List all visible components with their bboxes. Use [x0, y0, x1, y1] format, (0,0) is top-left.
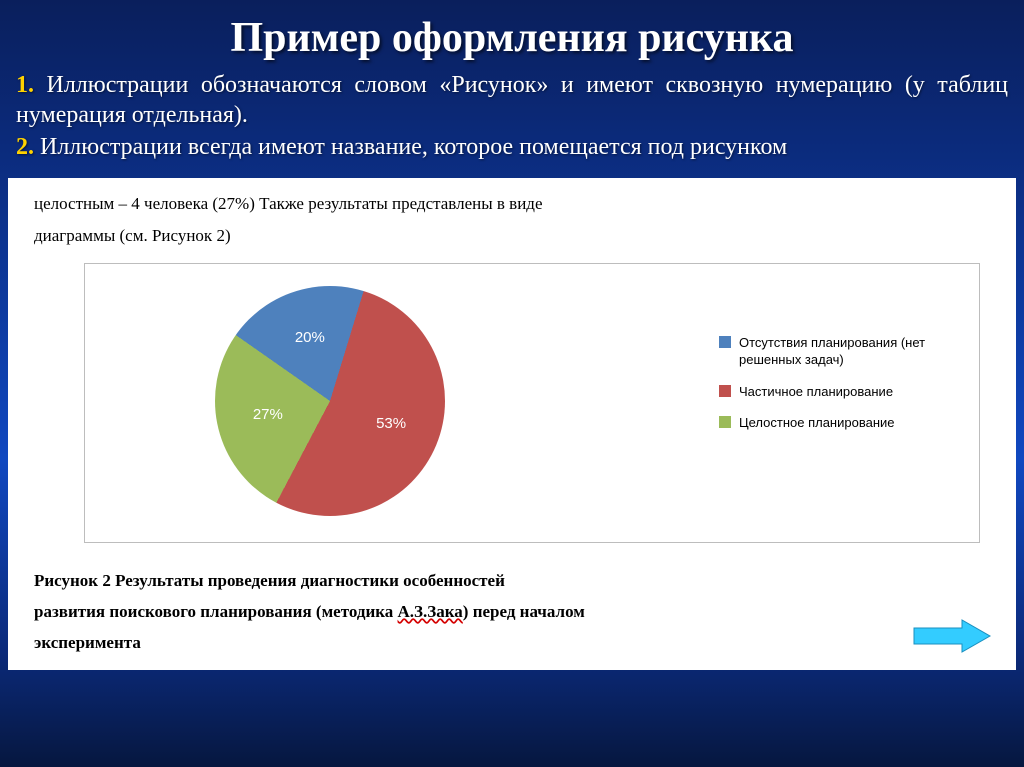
note-2: 2. Иллюстрации всегда имеют название, ко… [16, 132, 1008, 162]
legend-swatch-2 [719, 416, 731, 428]
legend-row-2: Целостное планирование [719, 414, 959, 432]
notes: 1. Иллюстрации обозначаются словом «Рису… [0, 70, 1024, 172]
chart-frame: 20% 53% 27% Отсутствия планирования (нет… [84, 263, 980, 543]
slide-root: Пример оформления рисунка 1. Иллюстрации… [0, 0, 1024, 767]
legend-text-1: Частичное планирование [739, 383, 893, 401]
slice-label-0: 20% [295, 329, 325, 346]
note-2-text: Иллюстрации всегда имеют название, котор… [40, 134, 787, 160]
caption-line-1: Рисунок 2 Результаты проведения диагност… [34, 565, 990, 596]
slide-title: Пример оформления рисунка [0, 0, 1024, 70]
figure-caption: Рисунок 2 Результаты проведения диагност… [34, 565, 990, 659]
document-panel: целостным – 4 человека (27%) Также резул… [8, 178, 1016, 670]
pie-graphic [215, 286, 445, 516]
doc-top-line-1: целостным – 4 человека (27%) Также резул… [34, 188, 990, 220]
caption-2-suffix: ) перед началом [463, 602, 585, 621]
note-1-text: Иллюстрации обозначаются словом «Рисунок… [16, 72, 1008, 128]
doc-top-text: целостным – 4 человека (27%) Также резул… [34, 188, 990, 253]
slice-label-1: 53% [376, 415, 406, 432]
note-1: 1. Иллюстрации обозначаются словом «Рису… [16, 70, 1008, 130]
doc-top-line-2: диаграммы (см. Рисунок 2) [34, 220, 990, 252]
legend-text-2: Целостное планирование [739, 414, 895, 432]
next-arrow-icon[interactable] [912, 618, 992, 654]
caption-2-wavy: А.З.Зака [398, 602, 463, 621]
caption-line-3: эксперимента [34, 627, 990, 658]
pie-chart: 20% 53% 27% [215, 286, 445, 516]
legend-swatch-0 [719, 336, 731, 348]
slice-label-2: 27% [253, 406, 283, 423]
legend-row-0: Отсутствия планирования (нет решенных за… [719, 334, 959, 369]
legend: Отсутствия планирования (нет решенных за… [719, 334, 959, 446]
caption-2-prefix: развития поискового планирования (методи… [34, 602, 398, 621]
legend-text-0: Отсутствия планирования (нет решенных за… [739, 334, 959, 369]
legend-row-1: Частичное планирование [719, 383, 959, 401]
note-2-number: 2. [16, 134, 34, 160]
legend-swatch-1 [719, 385, 731, 397]
caption-line-2: развития поискового планирования (методи… [34, 596, 990, 627]
note-1-number: 1. [16, 72, 34, 98]
